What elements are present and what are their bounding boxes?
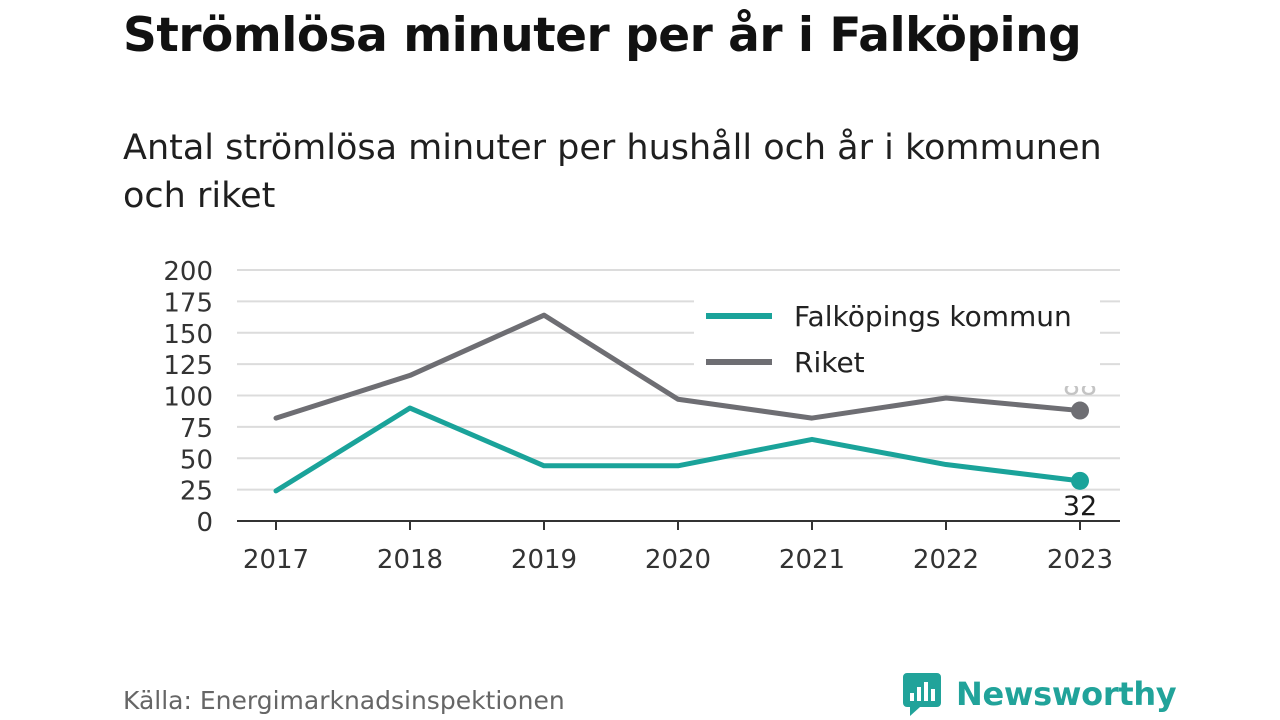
legend-label: Falköpings kommun bbox=[794, 300, 1072, 333]
source-note: Källa: Energimarknadsinspektionen bbox=[123, 686, 565, 715]
end-value-label: 32 bbox=[1063, 491, 1097, 522]
chart-title: Strömlösa minuter per år i Falköping bbox=[123, 8, 1082, 63]
end-point-marker bbox=[1071, 401, 1089, 420]
y-tick-label: 0 bbox=[196, 508, 213, 538]
y-tick-label: 100 bbox=[163, 383, 213, 413]
x-tick-label: 2023 bbox=[1047, 545, 1113, 575]
y-tick-label: 50 bbox=[180, 445, 213, 475]
y-tick-label: 150 bbox=[163, 320, 213, 350]
newsworthy-logo-icon bbox=[903, 673, 941, 716]
legend: Falköpings kommun Riket bbox=[694, 294, 1100, 386]
y-tick-label: 125 bbox=[163, 351, 213, 381]
y-tick-label: 175 bbox=[163, 288, 213, 318]
x-tick-label: 2021 bbox=[779, 545, 845, 575]
x-tick-label: 2022 bbox=[913, 545, 979, 575]
end-point-marker bbox=[1071, 471, 1089, 490]
x-tick-label: 2020 bbox=[645, 545, 711, 575]
x-tick-label: 2017 bbox=[243, 545, 309, 575]
series-line bbox=[273, 312, 1083, 421]
y-tick-label: 75 bbox=[180, 414, 213, 444]
x-tick-label: 2019 bbox=[511, 545, 577, 575]
chart-subtitle: Antal strömlösa minuter per hushåll och … bbox=[123, 128, 1102, 216]
y-tick-label: 200 bbox=[163, 257, 213, 287]
brand-logo: Newsworthy bbox=[902, 670, 1177, 718]
x-tick-label: 2018 bbox=[377, 545, 443, 575]
series-lines bbox=[273, 312, 1089, 494]
legend-label: Riket bbox=[794, 346, 865, 379]
series-line bbox=[273, 405, 1083, 494]
brand-name: Newsworthy bbox=[956, 675, 1177, 713]
legend-background bbox=[694, 294, 1100, 386]
y-tick-label: 25 bbox=[180, 477, 213, 507]
